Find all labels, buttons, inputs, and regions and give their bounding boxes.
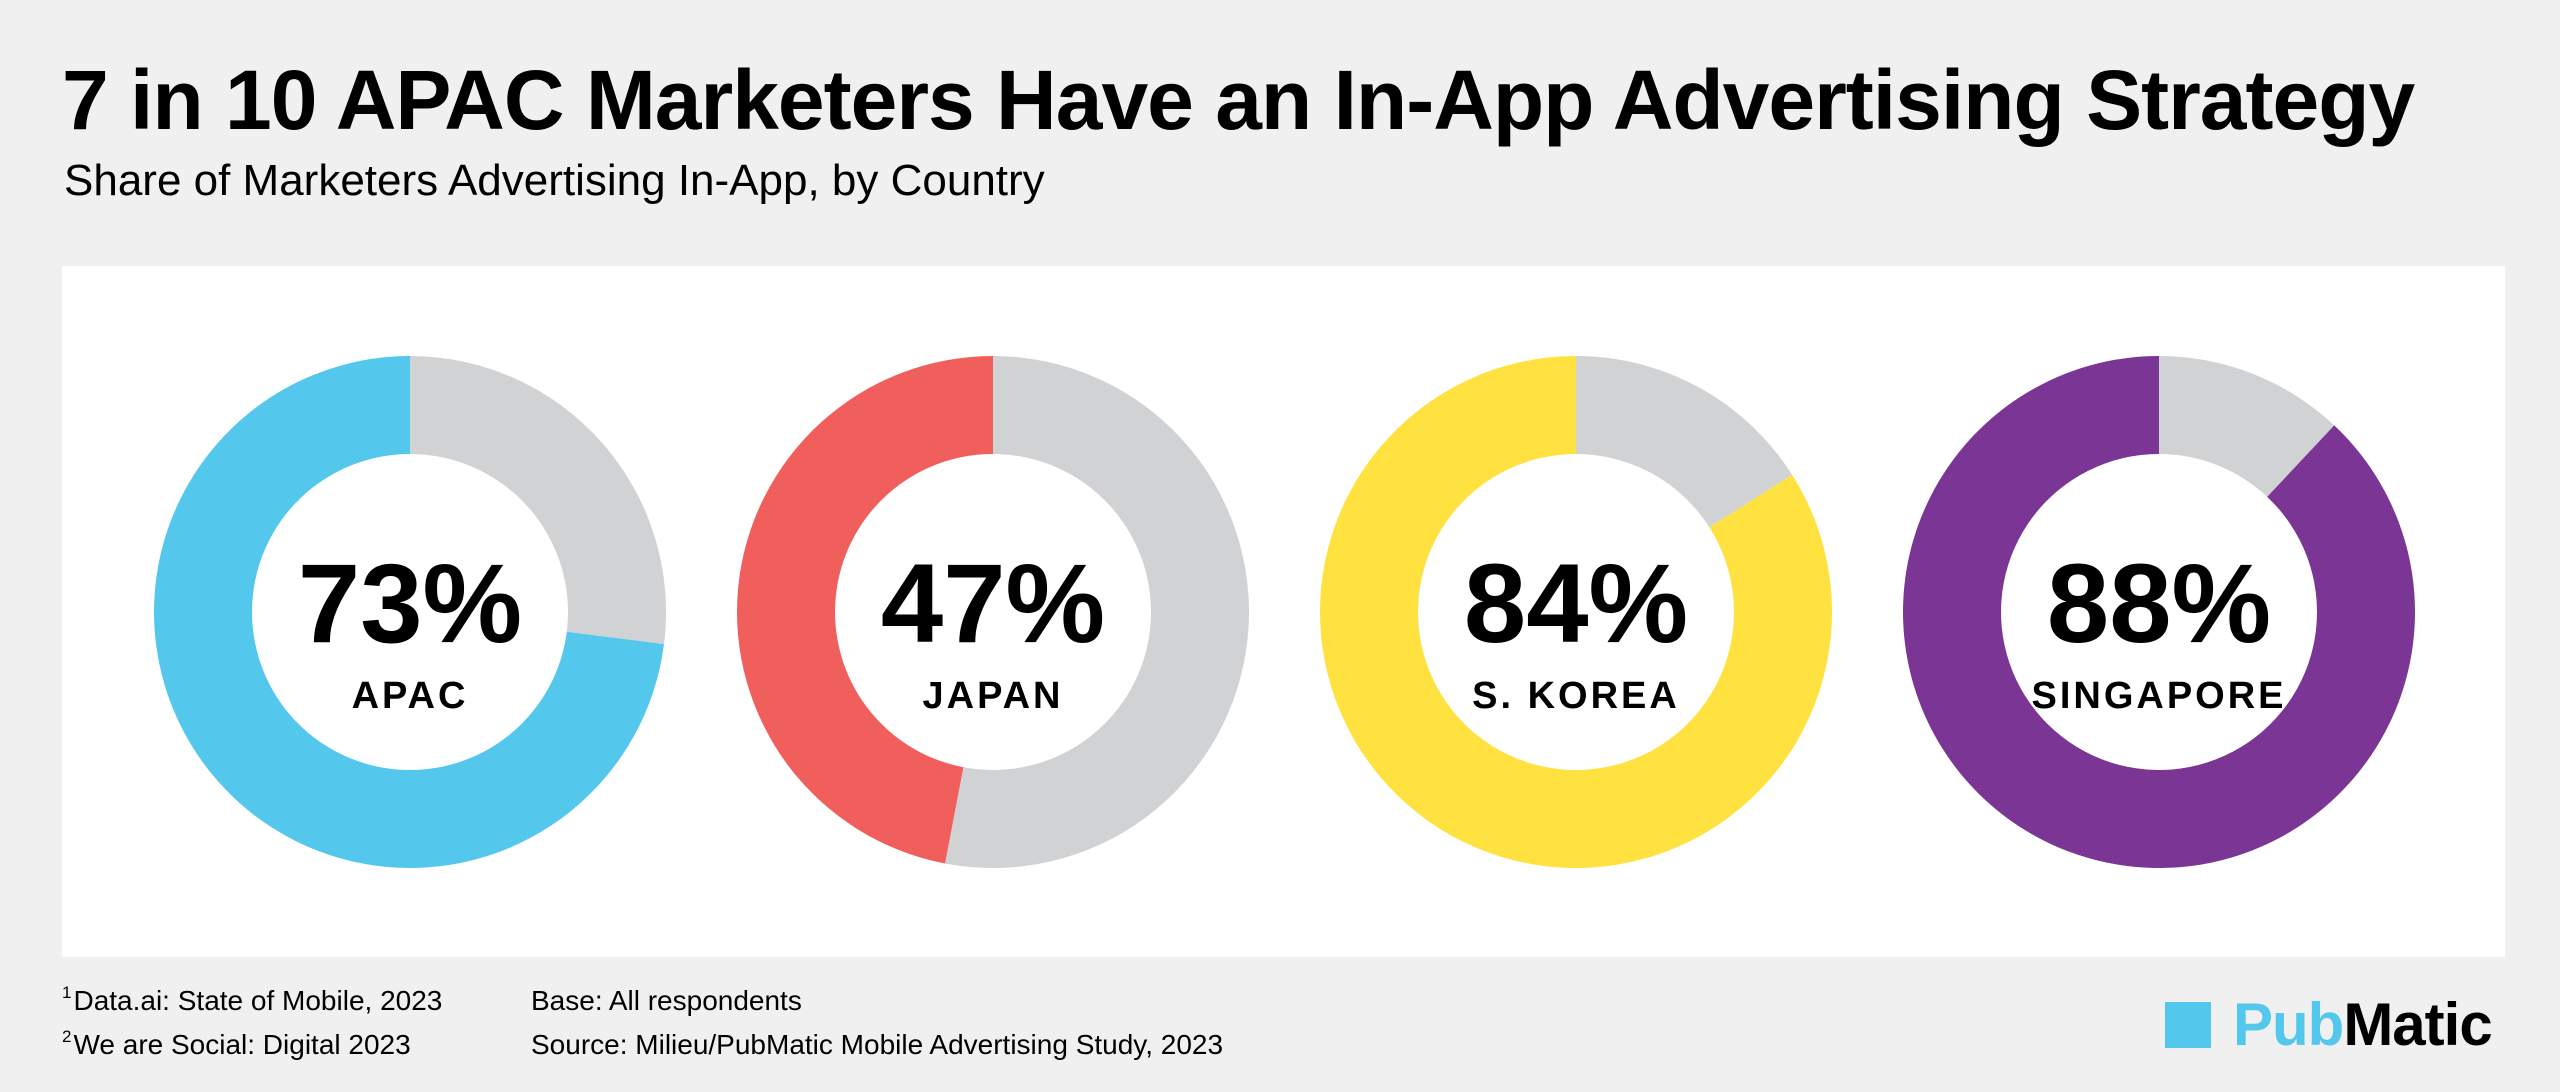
- value-label-japan: 47%: [881, 541, 1105, 666]
- value-label-apac: 73%: [298, 541, 522, 666]
- category-label-apac: APAC: [352, 675, 469, 717]
- donut-remainder-s-korea: [1576, 356, 1793, 528]
- chart-subtitle: Share of Marketers Advertising In-App, b…: [64, 156, 1045, 205]
- footnote-2: 2We are Social: Digital 2023: [62, 1027, 411, 1060]
- donut-slice-singapore: [1903, 356, 2415, 868]
- donut-charts: 73% APAC 47% JAPAN 84% S. KOREA 88% SINGAPORE: [154, 356, 2415, 868]
- donut-remainder-japan: [945, 356, 1249, 868]
- category-label-s-korea: S. KOREA: [1472, 675, 1680, 717]
- base-note: Base: All respondents: [531, 985, 802, 1016]
- category-label-japan: JAPAN: [923, 675, 1064, 717]
- chart-panel: 73% APAC 47% JAPAN 84% S. KOREA 88% SINGAPORE: [62, 266, 2505, 957]
- pubmatic-logo: PubMatic: [2165, 995, 2493, 1055]
- value-label-singapore: 88%: [2047, 541, 2271, 666]
- category-label-singapore: SINGAPORE: [2031, 675, 2286, 717]
- donut-slice-japan: [737, 356, 993, 864]
- footnote-1: 1Data.ai: State of Mobile, 2023: [62, 983, 443, 1016]
- donut-remainder-singapore: [2159, 356, 2335, 497]
- donut-slice-apac: [154, 356, 664, 868]
- source-note: Source: Milieu/PubMatic Mobile Advertisi…: [531, 1029, 1224, 1060]
- donut-slice-s-korea: [1320, 356, 1832, 868]
- logo-square-icon: [2165, 1002, 2211, 1048]
- value-label-s-korea: 84%: [1464, 541, 1688, 666]
- donut-remainder-apac: [410, 356, 667, 645]
- chart-title: 7 in 10 APAC Marketers Have an In-App Ad…: [62, 53, 2415, 147]
